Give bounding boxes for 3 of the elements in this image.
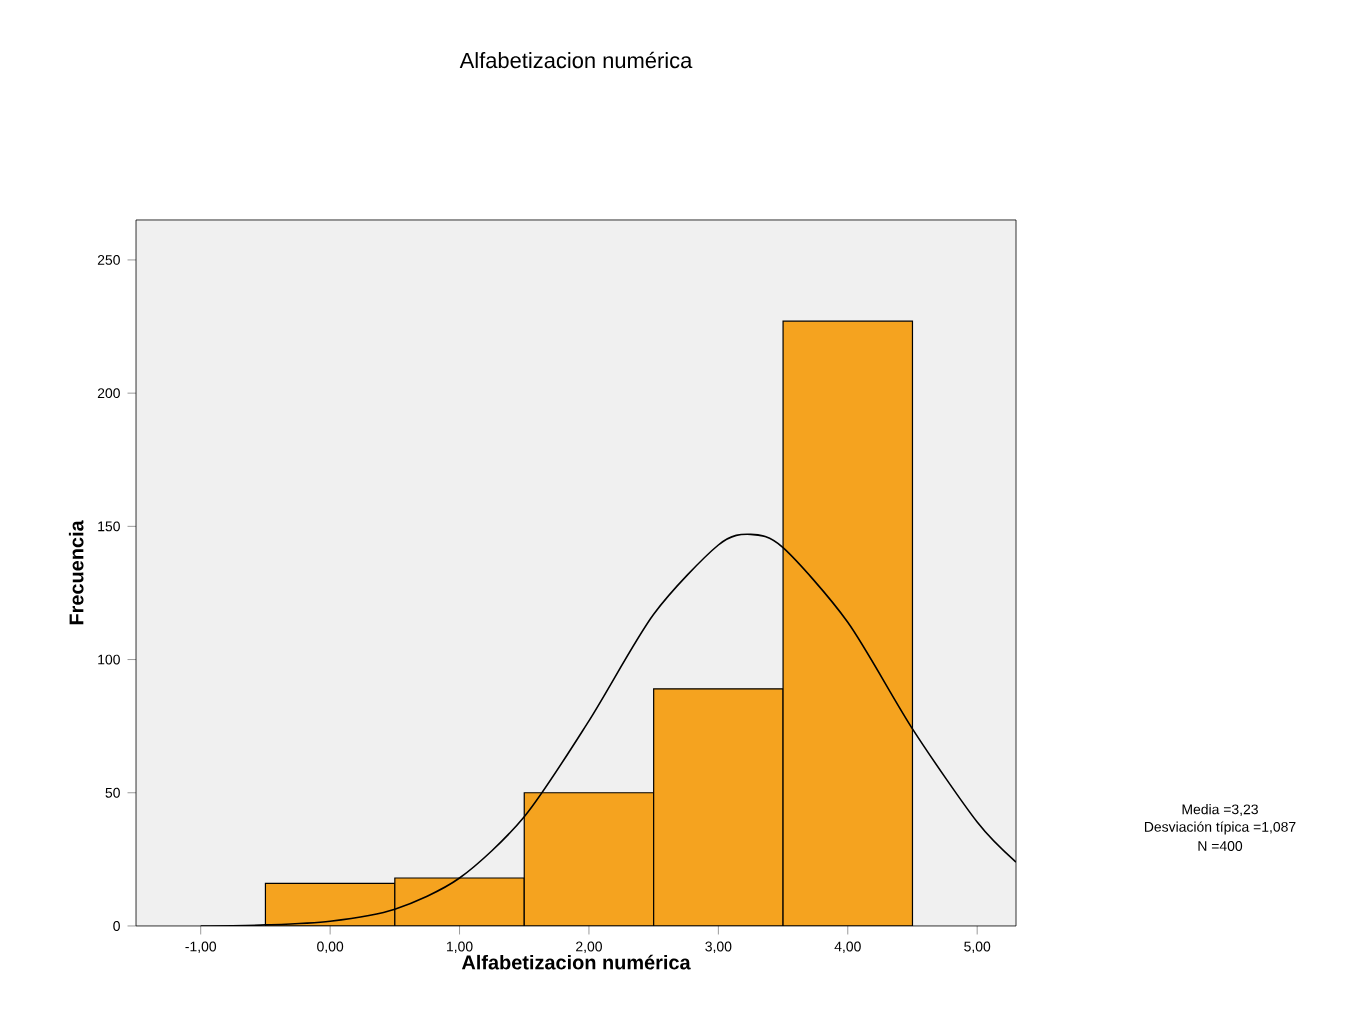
chart-title: Alfabetizacion numérica [459,51,693,69]
y-axis-title: Frecuencia [68,520,84,625]
x-axis-title: Alfabetizacion numérica [461,954,691,970]
